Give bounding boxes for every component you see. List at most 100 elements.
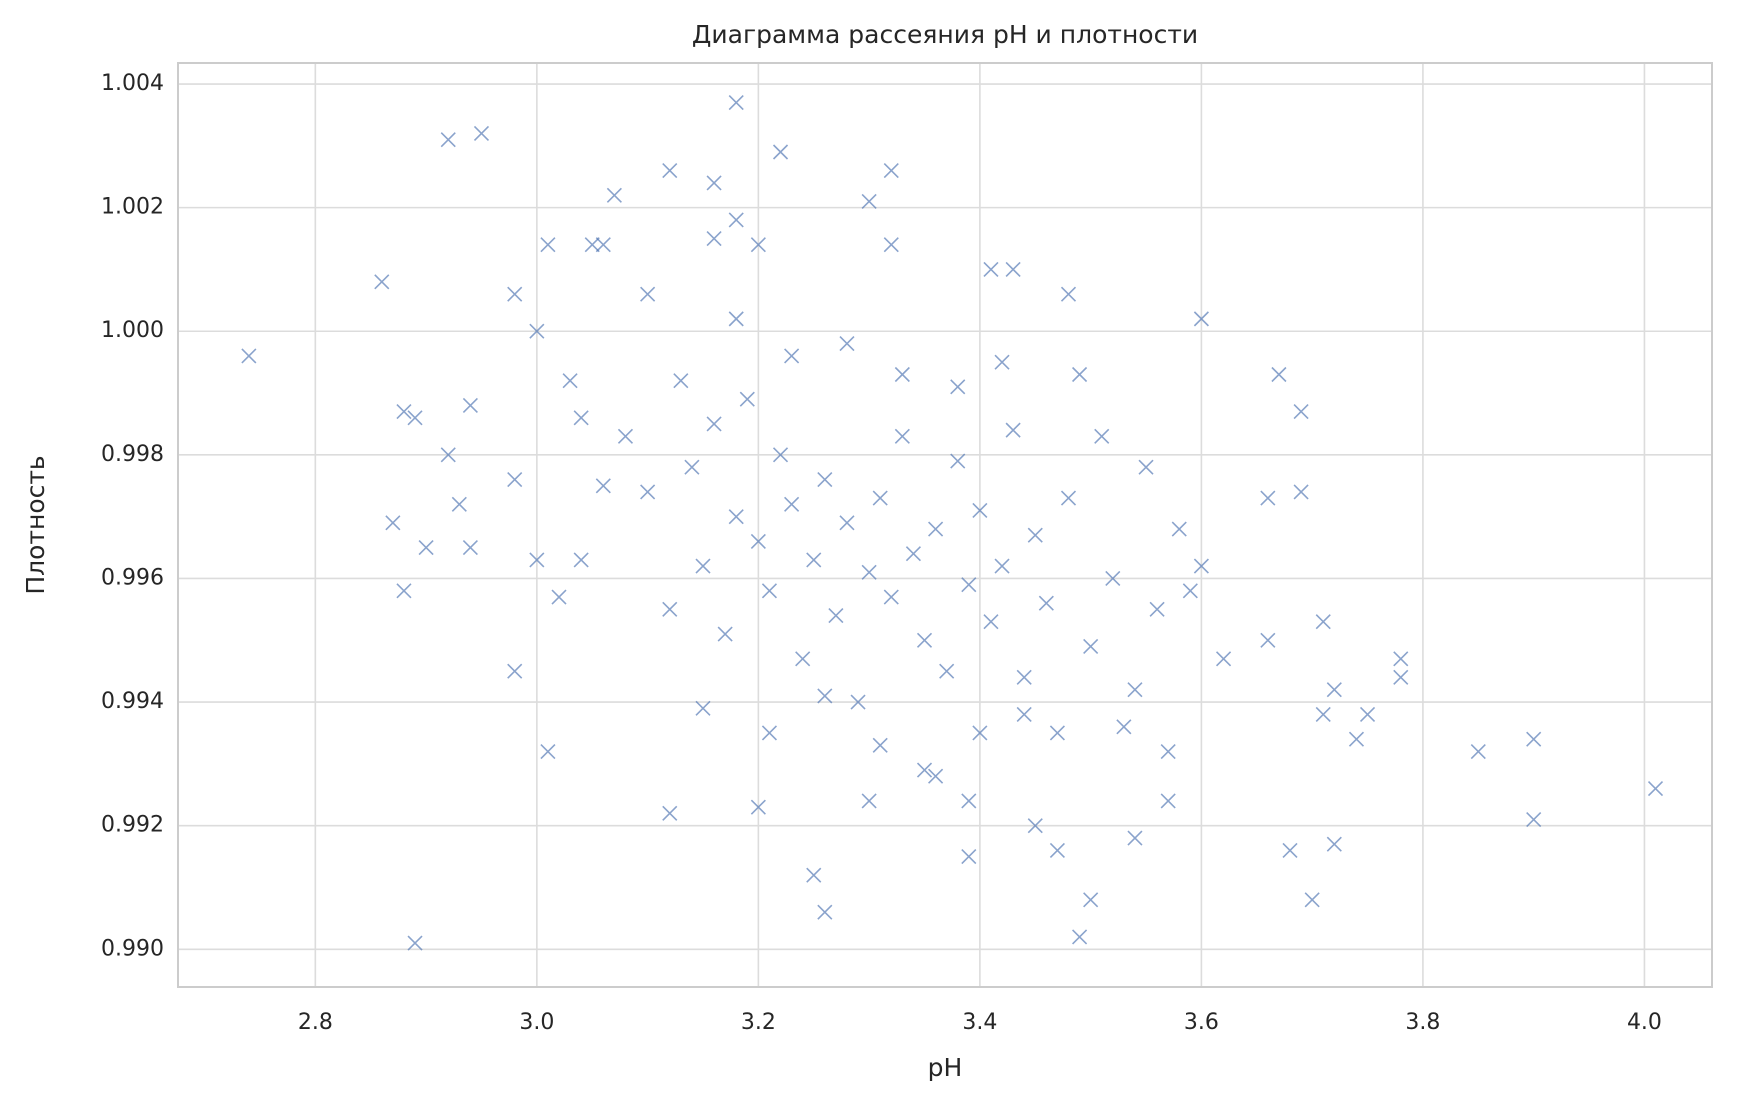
point: [750, 237, 766, 253]
y-tick-label: 1.004: [101, 71, 164, 96]
point: [728, 94, 744, 111]
point: [972, 725, 988, 741]
point: [950, 453, 966, 469]
point: [385, 515, 401, 531]
point: [1393, 669, 1409, 685]
point: [761, 725, 778, 741]
point: [817, 472, 833, 488]
point: [1182, 583, 1198, 599]
point: [861, 193, 877, 210]
point: [1348, 731, 1365, 747]
point: [1215, 651, 1232, 667]
point: [418, 539, 434, 556]
point: [883, 237, 899, 253]
point: [1016, 669, 1032, 685]
point: [750, 533, 766, 549]
point: [1060, 490, 1077, 506]
point: [1293, 484, 1309, 500]
point: [850, 694, 866, 710]
x-axis-label: pH: [928, 1053, 963, 1082]
point: [994, 558, 1010, 574]
point: [407, 935, 423, 951]
point: [507, 472, 523, 488]
point: [540, 743, 556, 760]
point: [1359, 706, 1376, 723]
point: [983, 614, 999, 630]
point: [894, 428, 910, 444]
point: [1315, 614, 1331, 630]
point: [684, 459, 700, 475]
point: [396, 583, 412, 599]
point: [916, 762, 933, 778]
point: [861, 793, 877, 809]
point: [828, 607, 844, 624]
point: [1072, 366, 1088, 383]
point: [396, 404, 412, 420]
point: [451, 496, 467, 512]
point: [1038, 595, 1054, 611]
point: [1060, 286, 1077, 302]
point: [595, 478, 611, 494]
point: [1393, 651, 1409, 667]
point: [507, 663, 523, 679]
point: [928, 521, 944, 537]
point: [706, 416, 722, 432]
point: [950, 379, 966, 395]
point: [861, 564, 877, 580]
point: [883, 589, 899, 605]
point: [972, 502, 988, 519]
point: [1005, 422, 1021, 438]
point: [1647, 781, 1664, 797]
y-tick-label: 0.992: [101, 813, 164, 838]
x-tick-label: 3.0: [519, 1010, 554, 1035]
point: [928, 768, 944, 784]
point: [1193, 311, 1209, 327]
point: [606, 187, 622, 203]
point: [529, 552, 545, 568]
x-tick-label: 3.2: [741, 1010, 776, 1035]
point: [806, 867, 822, 883]
point: [1160, 793, 1176, 809]
point: [640, 484, 656, 500]
point: [806, 552, 822, 568]
point: [772, 144, 789, 160]
y-axis-label: Плотность: [21, 455, 50, 594]
point: [750, 799, 766, 815]
point: [584, 237, 600, 253]
point: [462, 397, 478, 413]
point: [1049, 842, 1065, 858]
point: [894, 366, 910, 383]
point: [784, 348, 800, 364]
point: [1138, 459, 1154, 475]
point: [540, 237, 556, 253]
point: [728, 212, 744, 228]
point: [872, 737, 888, 753]
x-tick-label: 2.8: [298, 1010, 333, 1035]
point: [883, 162, 899, 179]
point: [695, 558, 711, 574]
point: [662, 805, 678, 821]
point: [374, 274, 390, 290]
point: [961, 849, 977, 865]
point: [1083, 892, 1099, 908]
point: [695, 700, 711, 716]
point: [761, 583, 778, 599]
point: [1470, 743, 1486, 760]
y-tick-label: 1.002: [101, 195, 164, 220]
point: [706, 175, 722, 191]
point: [994, 354, 1010, 370]
point: [784, 496, 800, 512]
point: [1304, 892, 1320, 908]
plot-frame: [177, 62, 1713, 988]
point: [1171, 521, 1187, 537]
point: [839, 515, 855, 531]
point: [562, 373, 578, 389]
y-tick-label: 0.994: [101, 689, 164, 714]
point: [662, 162, 678, 179]
point: [983, 261, 999, 277]
point: [939, 663, 955, 679]
point: [739, 391, 755, 407]
point: [1526, 731, 1542, 747]
point: [673, 373, 689, 389]
point: [916, 632, 933, 648]
